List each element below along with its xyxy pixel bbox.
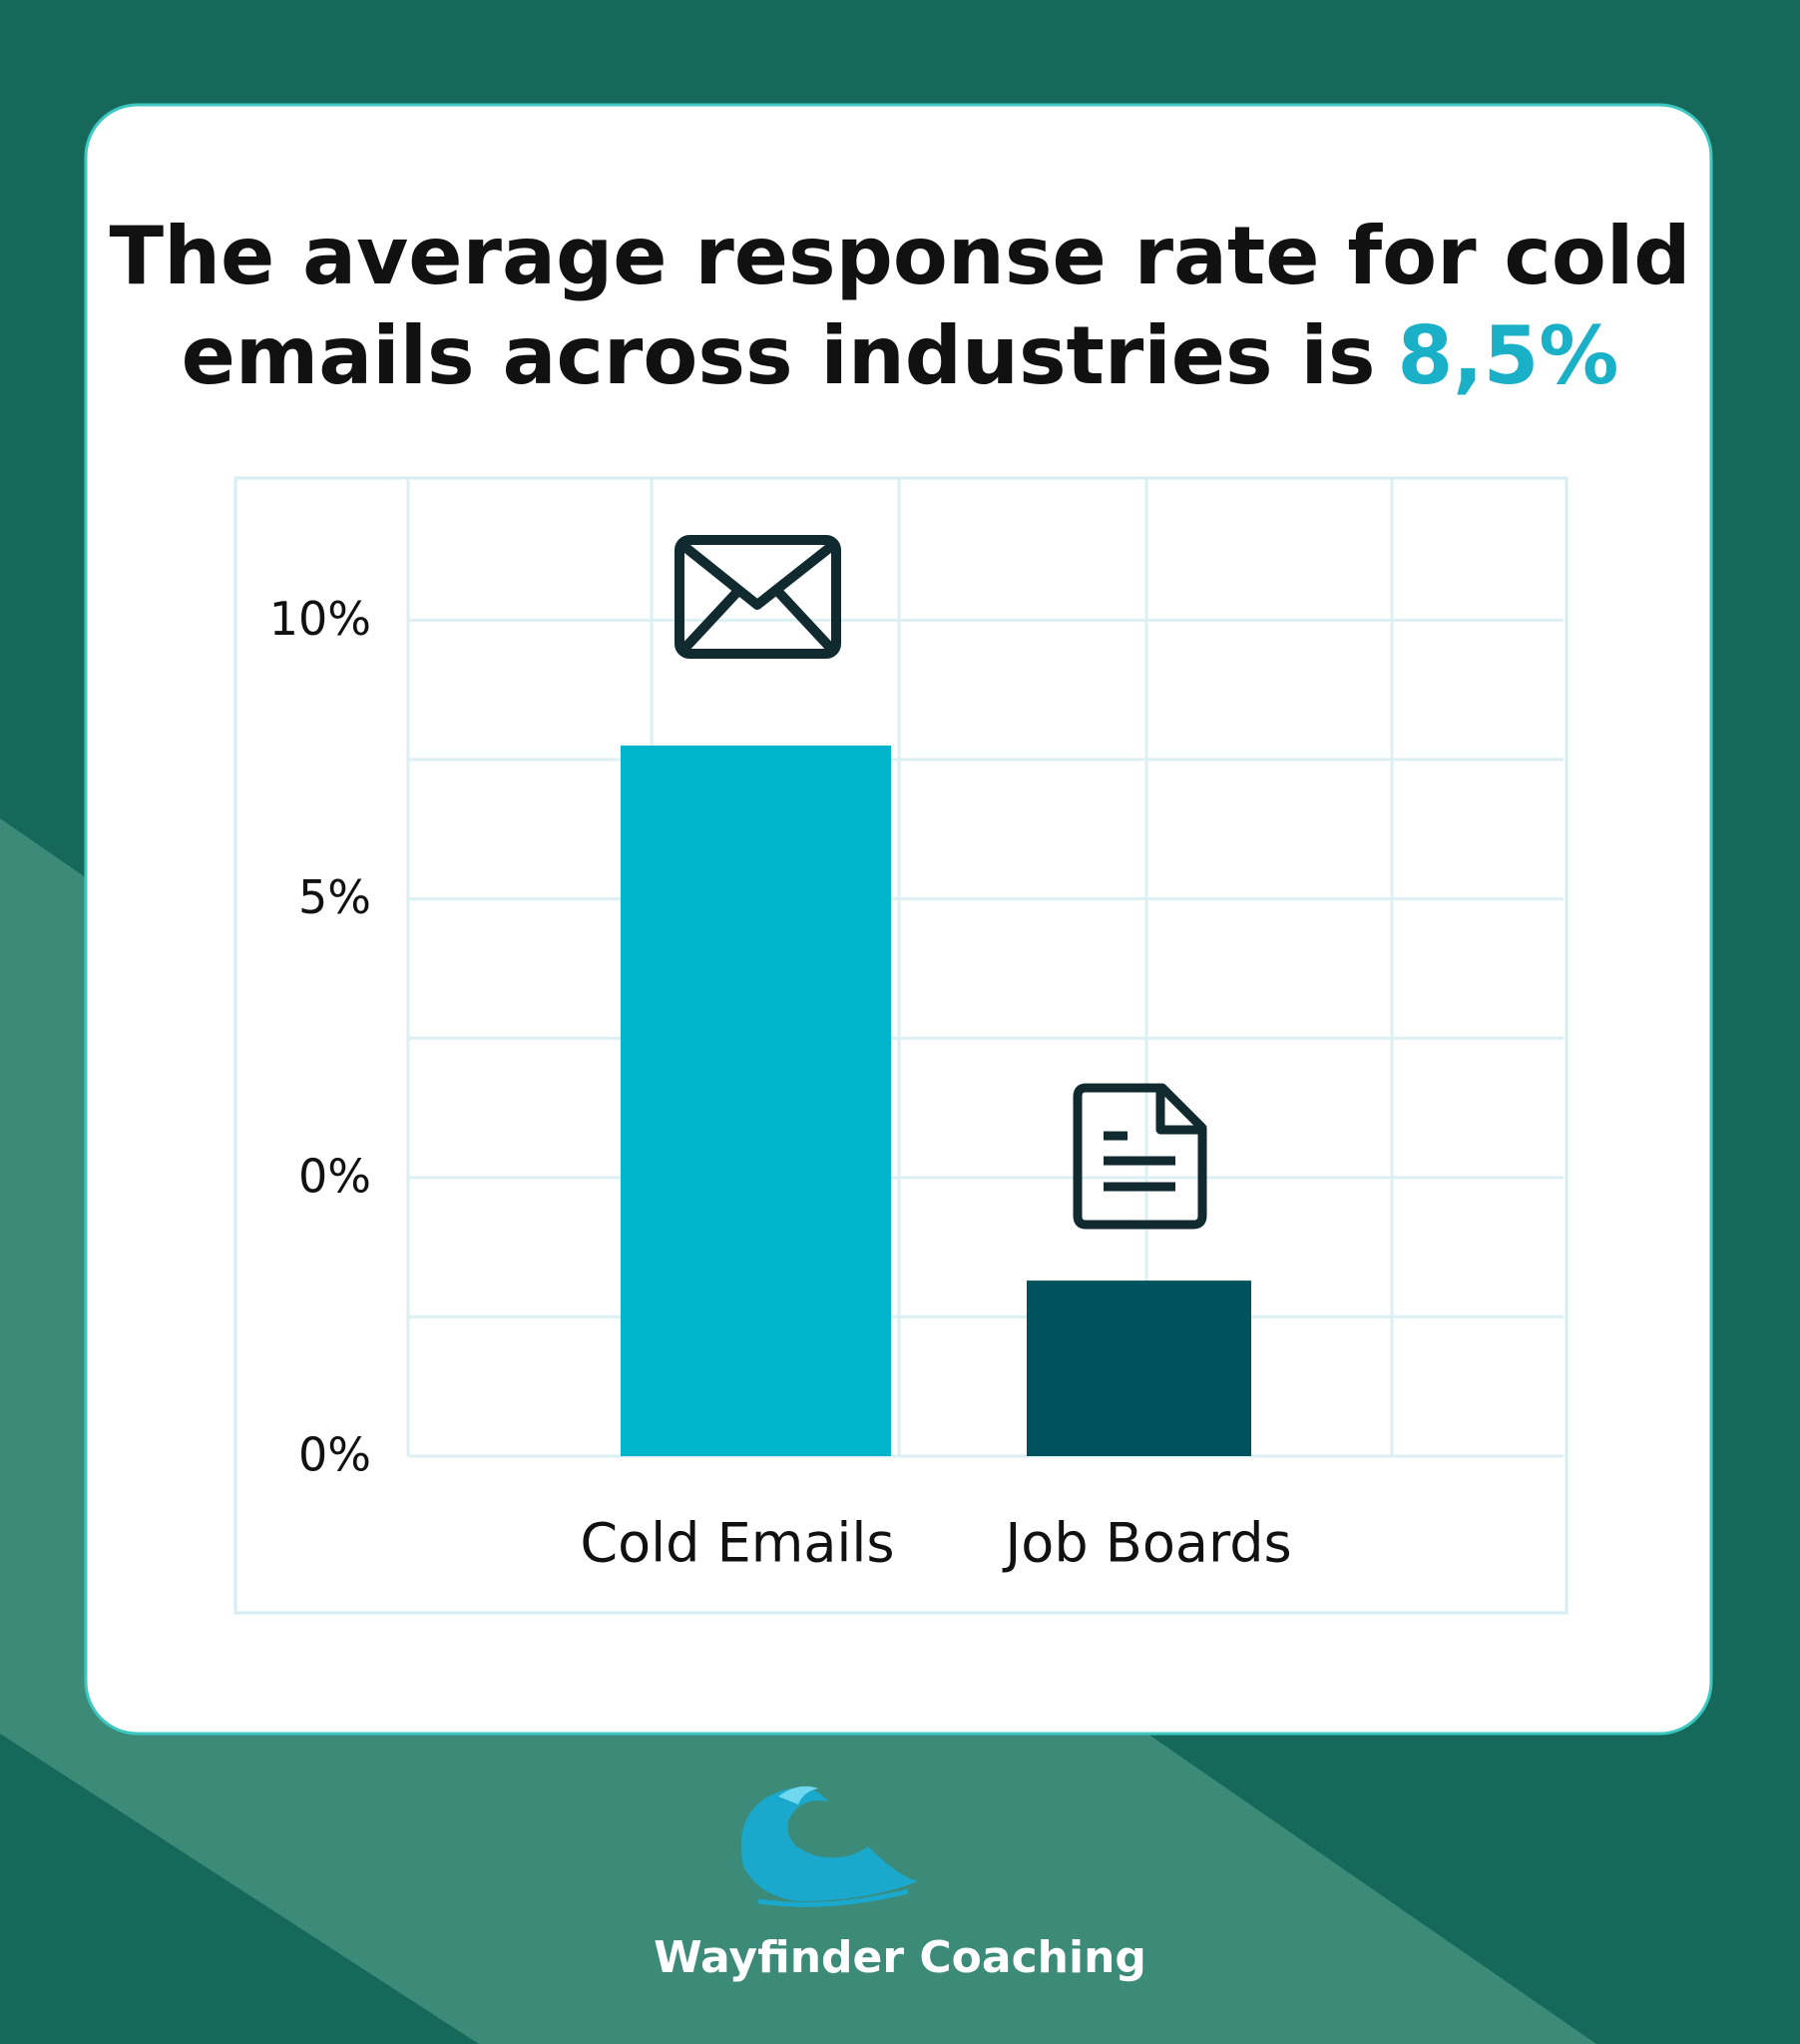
title-text: emails across industries is	[182, 309, 1376, 402]
document-icon	[1073, 1083, 1207, 1230]
background-stripe	[0, 818, 1800, 2044]
y-tick-label: 0%	[298, 1149, 371, 1203]
y-tick-label: 10%	[269, 592, 371, 646]
chart-frame	[233, 476, 1569, 1615]
x-tick-label: Job Boards	[1002, 1512, 1291, 1575]
bar	[1027, 1280, 1251, 1456]
background-corner	[1147, 1734, 1800, 2044]
grid: 0% 0% 5% 10%	[269, 478, 1564, 1482]
x-tick-label: Cold Emails	[580, 1512, 894, 1575]
title-line: emails across industries is 8,5%	[182, 309, 1619, 402]
title-highlight: 8,5%	[1398, 309, 1619, 402]
marks: Cold Emails Job Boards	[580, 746, 1292, 1575]
brand: Wayfinder Coaching	[654, 1932, 1146, 1983]
y-tick-label: 5%	[298, 870, 371, 924]
bar	[621, 746, 891, 1456]
y-tick-label: 0%	[298, 1428, 371, 1482]
envelope-icon	[675, 535, 841, 659]
wave-logo	[740, 1786, 918, 1907]
title-line: The average response rate for cold	[110, 210, 1691, 302]
